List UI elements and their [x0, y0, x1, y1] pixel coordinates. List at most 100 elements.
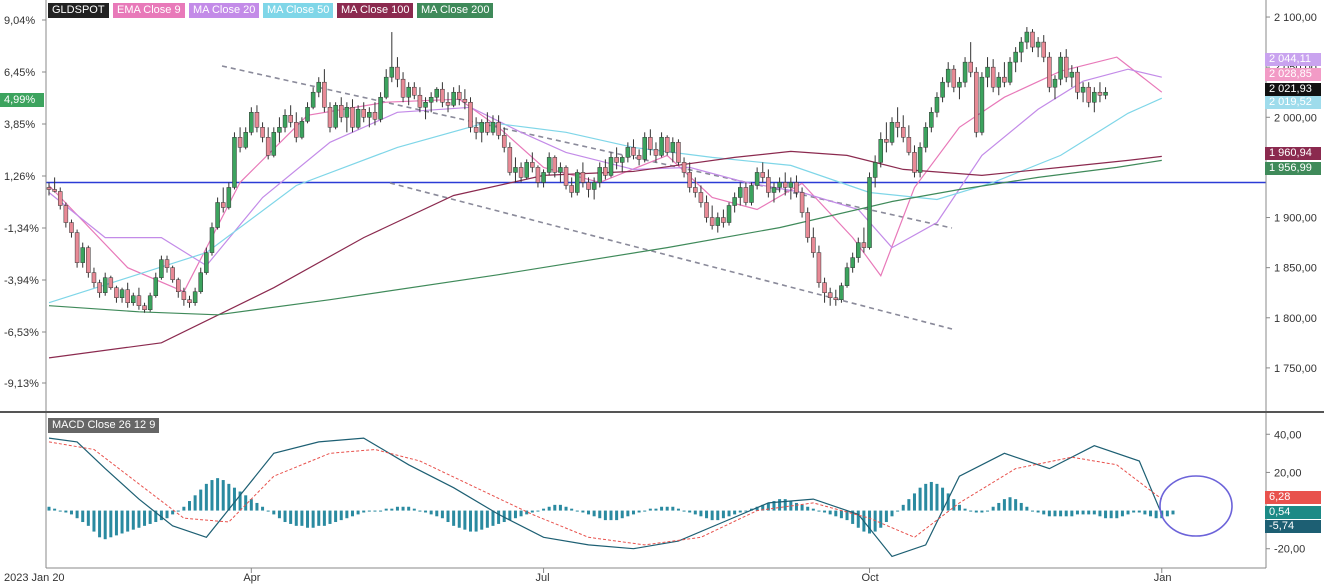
candle-body [192, 291, 198, 303]
price-tag: 2 044,11 [1265, 53, 1321, 66]
macd-histogram-bar [929, 481, 933, 511]
macd-histogram-bar [907, 499, 911, 511]
macd-histogram-bar [536, 510, 540, 512]
candle-body [822, 282, 827, 293]
candle-body [726, 205, 732, 223]
candle-body [575, 172, 580, 193]
candle-body [496, 122, 501, 136]
macd-histogram-bar [648, 508, 652, 511]
candle-body [974, 71, 979, 133]
macd-histogram-bar [547, 506, 551, 511]
candle-body [1080, 86, 1086, 93]
macd-histogram-bar [1165, 510, 1169, 517]
macd-histogram-bar [362, 510, 366, 513]
macd-histogram-bar [1092, 510, 1096, 515]
highlight-ellipse [1159, 475, 1233, 537]
macd-histogram-bar [654, 508, 658, 511]
macd-histogram-bar [530, 510, 534, 513]
candle-body [254, 112, 260, 128]
candle-body [1069, 71, 1075, 78]
legend-ma-close-20[interactable]: MA Close 20 [189, 3, 260, 18]
price-tick-label: 1 850,00 [1274, 263, 1317, 275]
series-line-ma-close-100 [48, 150, 1162, 359]
candle-body [136, 295, 142, 306]
candle-body [788, 182, 794, 188]
macd-histogram-bar [1042, 510, 1046, 515]
candle-body [878, 139, 884, 163]
macd-histogram-bar [1025, 506, 1029, 511]
symbol-tag[interactable]: GLDSPOT [48, 3, 109, 18]
macd-histogram-bar [615, 510, 619, 521]
candle-body [631, 147, 636, 156]
pct-tick-label: 6,45% [4, 67, 35, 79]
pct-tick-label: 3,85% [4, 119, 35, 131]
candle-body [204, 252, 209, 273]
macd-histogram-bar [845, 510, 849, 521]
macd-histogram-bar [53, 508, 57, 511]
candle-body [260, 127, 265, 138]
macd-histogram-bar [1075, 510, 1079, 515]
channel-upper-line [221, 65, 953, 229]
macd-histogram-bar [395, 506, 399, 511]
macd-histogram-bar [1087, 510, 1091, 515]
candle-body [1052, 78, 1058, 88]
macd-histogram-bar [238, 491, 242, 511]
macd-label[interactable]: MACD Close 26 12 9 [48, 418, 160, 433]
macd-histogram-bar [64, 510, 68, 513]
candle-body [209, 227, 215, 253]
candle-body [1047, 56, 1052, 88]
macd-histogram-bar [525, 510, 529, 515]
legend-ma-close-50[interactable]: MA Close 50 [263, 3, 334, 18]
candle-body [1092, 91, 1097, 103]
macd-histogram-bar [232, 487, 236, 511]
legend-ema-close-9[interactable]: EMA Close 9 [113, 3, 185, 18]
candle-body [659, 137, 664, 156]
candle-body [1086, 86, 1091, 103]
candle-body [1058, 56, 1063, 80]
candle-body [749, 185, 754, 203]
candle-body [102, 277, 108, 293]
macd-histogram-bar [1120, 510, 1124, 517]
candle-body [586, 182, 591, 190]
legend-ma-close-200[interactable]: MA Close 200 [417, 3, 494, 18]
macd-histogram-bar [761, 504, 765, 511]
candle-body [951, 68, 957, 88]
price-tick-label: 2 100,00 [1274, 12, 1317, 24]
candle-body [294, 122, 299, 138]
candle-body [490, 122, 496, 133]
macd-histogram-bar [794, 502, 798, 511]
candle-body [721, 217, 726, 223]
macd-histogram-bar [294, 510, 298, 526]
macd-histogram-bar [946, 493, 950, 511]
candle-body [996, 76, 1002, 88]
candle-body [552, 157, 558, 173]
candle-body [383, 76, 389, 98]
macd-histogram-bar [86, 510, 90, 526]
macd-line [48, 437, 1163, 558]
macd-histogram-bar [463, 510, 467, 530]
legend-ma-close-100[interactable]: MA Close 100 [337, 3, 414, 18]
candle-body [968, 61, 973, 73]
macd-histogram-bar [334, 510, 338, 523]
macd-histogram-bar [1053, 510, 1057, 517]
macd-histogram-bar [924, 483, 928, 511]
candle-body [91, 272, 97, 283]
macd-histogram-bar [935, 483, 939, 511]
macd-histogram-bar [350, 510, 354, 517]
candle-body [417, 94, 423, 108]
candle-body [794, 182, 799, 193]
candle-body [895, 122, 900, 128]
candle-body [327, 107, 333, 128]
macd-histogram-bar [440, 510, 444, 519]
macd-histogram-bar [997, 502, 1001, 511]
candle-body [698, 192, 704, 203]
pct-tick-label: -6,53% [4, 327, 39, 339]
macd-histogram-bar [1014, 499, 1018, 511]
candle-body [777, 182, 782, 188]
candle-body [445, 101, 451, 106]
macd-histogram-bar [705, 510, 709, 519]
candle-body [1013, 51, 1018, 63]
macd-histogram-bar [828, 510, 832, 515]
macd-histogram-bar [676, 508, 680, 511]
candle-body [715, 217, 721, 226]
